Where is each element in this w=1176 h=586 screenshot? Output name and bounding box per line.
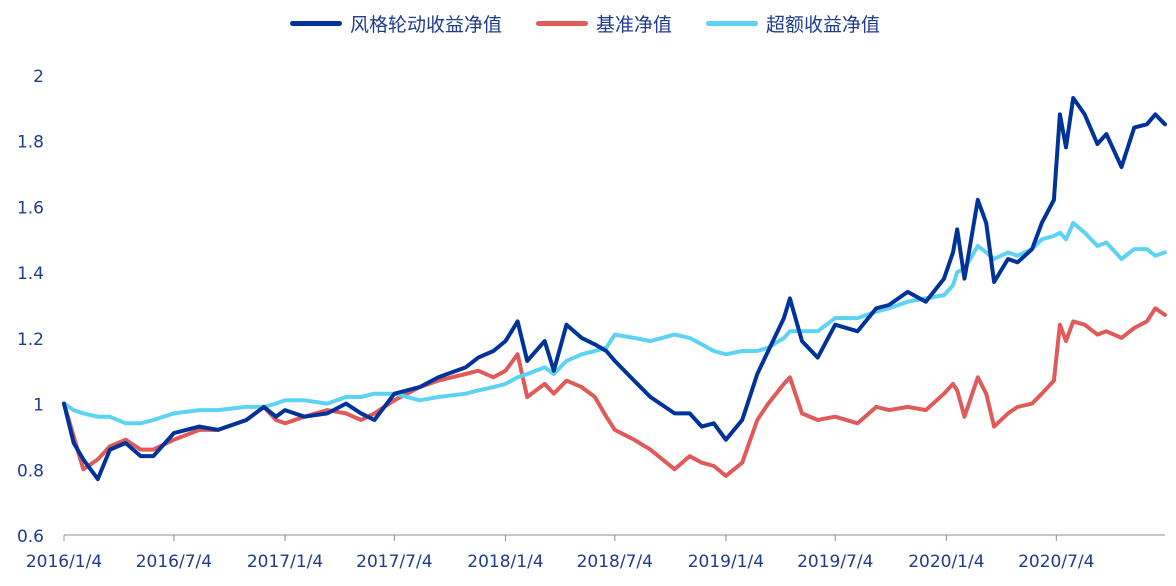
x-tick-label: 2019/1/4 bbox=[688, 552, 764, 572]
x-tick-label: 2019/7/4 bbox=[797, 552, 873, 572]
x-tick-label: 2016/7/4 bbox=[136, 552, 212, 572]
y-tick-label: 1 bbox=[33, 396, 44, 416]
y-tick-label: 1.4 bbox=[17, 264, 44, 284]
x-tick-label: 2018/7/4 bbox=[577, 552, 653, 572]
x-tick-label: 2017/1/4 bbox=[247, 552, 323, 572]
legend-item-strategy: 风格轮动收益净值 bbox=[290, 10, 502, 37]
y-tick-label: 1.8 bbox=[17, 133, 44, 153]
x-tick-label: 2016/1/4 bbox=[26, 552, 102, 572]
x-axis: 2016/1/4 2016/7/4 2017/1/4 2017/7/4 2018/1/4… bbox=[26, 534, 1165, 572]
legend-swatch-excess bbox=[706, 21, 759, 26]
y-tick-label: 0.8 bbox=[17, 461, 44, 481]
legend-swatch-benchmark bbox=[536, 21, 589, 26]
y-tick-label: 1.6 bbox=[17, 198, 44, 218]
legend-item-benchmark: 基准净值 bbox=[536, 10, 672, 37]
series-line-excess bbox=[62, 220, 1167, 426]
series-line-strategy bbox=[62, 96, 1167, 482]
legend-label-excess: 超额收益净值 bbox=[766, 14, 881, 36]
x-tick-label: 2020/7/4 bbox=[1018, 552, 1094, 572]
y-tick-label: 2 bbox=[33, 67, 44, 87]
x-tick-label: 2018/1/4 bbox=[467, 552, 543, 572]
y-axis: 0.6 0.8 1 1.2 1.4 1.6 1.8 2 bbox=[17, 67, 44, 547]
chart-legend: 风格轮动收益净值 基准净值 超额收益净值 bbox=[290, 10, 880, 37]
x-tick-label: 2017/7/4 bbox=[356, 552, 432, 572]
legend-label-benchmark: 基准净值 bbox=[596, 14, 673, 36]
legend-swatch-strategy bbox=[290, 21, 342, 26]
y-tick-label: 0.6 bbox=[17, 527, 44, 547]
series-line-benchmark bbox=[62, 306, 1167, 478]
legend-label-strategy: 风格轮动收益净值 bbox=[350, 14, 503, 36]
x-tick-label: 2020/1/4 bbox=[908, 552, 984, 572]
legend-item-excess: 超额收益净值 bbox=[706, 10, 880, 37]
series-layer bbox=[62, 96, 1167, 482]
y-tick-label: 1.2 bbox=[17, 330, 44, 350]
